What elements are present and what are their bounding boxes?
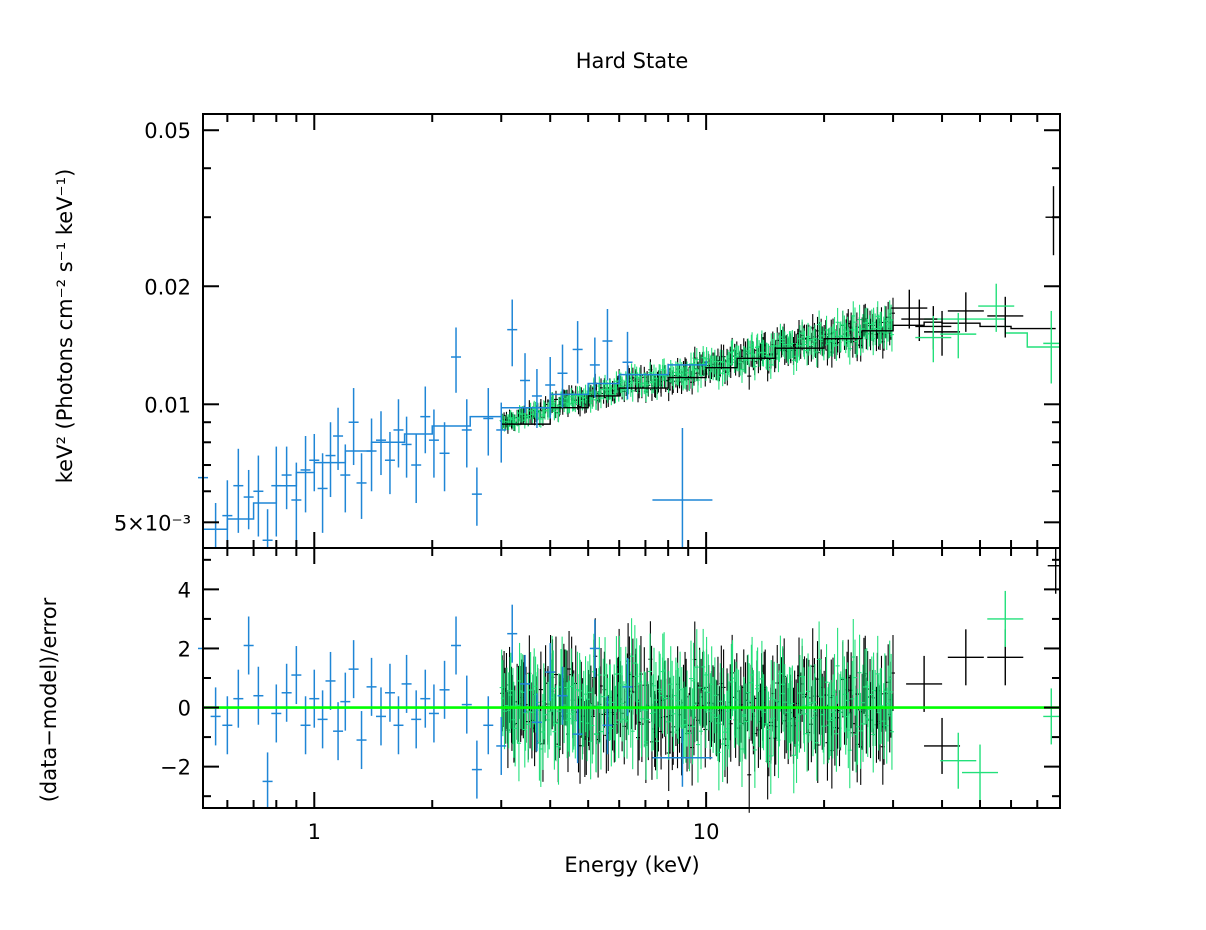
pca-model-line — [501, 321, 1056, 425]
chart-title: Hard State — [576, 49, 689, 73]
hexte-model-line — [924, 318, 1060, 348]
y-tick-label: 5×10⁻³ — [114, 511, 191, 535]
spectrum-panel-frame — [202, 113, 1061, 549]
x-tick-label: 1 — [308, 820, 321, 844]
residual-y-tick-label: 2 — [178, 637, 191, 661]
y-axis-label-residuals: (data−model)/error — [37, 597, 61, 802]
residual-y-tick-label: 4 — [178, 578, 191, 602]
residual-y-tick-label: 0 — [178, 697, 191, 721]
axes-layer: 1 10 0.05 0.02 0.01 5×10⁻³ 4 2 0 −2 — [114, 113, 1061, 844]
data-layer — [198, 186, 1060, 813]
y-axis-label-spectrum: keV² (Photons cm⁻² s⁻¹ keV⁻¹) — [53, 169, 77, 484]
x-axis-label: Energy (keV) — [564, 853, 699, 877]
y-tick-label: 0.01 — [144, 393, 191, 417]
x-tick-label: 10 — [693, 820, 720, 844]
y-tick-label: 0.02 — [144, 275, 191, 299]
y-tick-label: 0.05 — [144, 119, 191, 143]
residual-y-tick-label: −2 — [160, 756, 191, 780]
